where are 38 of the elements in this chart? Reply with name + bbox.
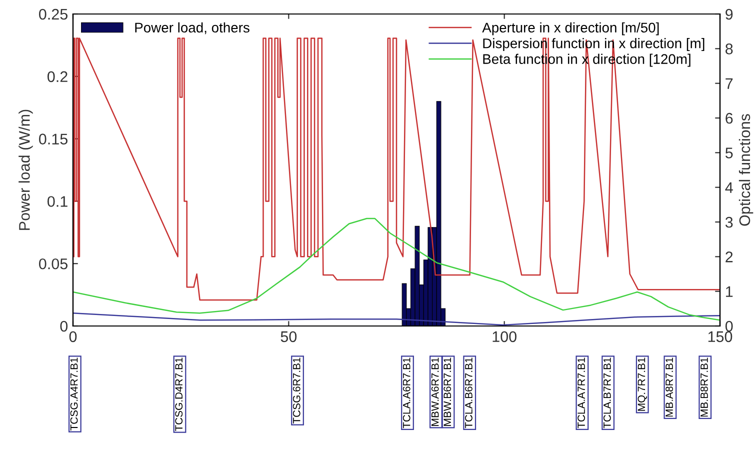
text: MBW.B6R7.B1 — [444, 358, 452, 426]
text: TCSG.6R7.B1 — [292, 358, 300, 424]
y-tick-label: 0.25 — [39, 8, 68, 20]
text: MB.A8R7.B1 — [666, 358, 673, 417]
x-tick-label: 150 — [708, 331, 732, 342]
y2-tick-label: 7 — [726, 78, 733, 89]
y2-axis-title: Optical functions — [738, 114, 754, 226]
y2-tick-label: 0 — [725, 320, 733, 332]
text: TCLA.A7R7.B1 — [578, 358, 585, 428]
legend-label: Aperture in x direction [m/50] — [482, 22, 659, 36]
x-tick-label: 50 — [280, 331, 297, 342]
y2-tick-label: 9 — [726, 8, 733, 20]
y2-tick-label: 6 — [726, 112, 733, 124]
y2-tick-label: 2 — [726, 252, 733, 262]
y-tick-label: 0.2 — [48, 71, 68, 82]
y2-tick-label: 4 — [725, 182, 733, 193]
y2-tick-label: 8 — [726, 44, 733, 54]
text: TCSG.A4R7.B1 — [70, 358, 78, 430]
text: MQ.7R7.B1 — [638, 358, 648, 411]
y-axis-title: Power load (W/m) — [18, 110, 33, 230]
text: MBW.A6R7.B1 — [431, 358, 439, 426]
y-tick-label: 0.15 — [39, 134, 68, 144]
y2-tick-label: 5 — [725, 148, 733, 158]
y-tick-label: 0.1 — [48, 196, 68, 207]
legend-label: Power load, others — [135, 22, 250, 34]
y-tick-label: 0.05 — [39, 258, 68, 270]
y2-tick-label: 1 — [726, 286, 733, 297]
text: TCSG.D4R7.B1 — [175, 358, 183, 432]
text: MB.B8R7.B1 — [700, 358, 708, 417]
line-series — [73, 218, 720, 321]
y2-tick-label: 3 — [725, 216, 733, 228]
x-tick-label: 0 — [69, 331, 77, 342]
text: TCLA.B7R7.B1 — [603, 358, 611, 428]
line-series — [73, 38, 720, 301]
x-tick-label: 100 — [492, 331, 516, 342]
y-tick-label: 0 — [60, 320, 68, 332]
text: TCLA.A6R7.B1 — [402, 358, 410, 428]
text: TCLA.B6R7.B1 — [465, 358, 472, 428]
